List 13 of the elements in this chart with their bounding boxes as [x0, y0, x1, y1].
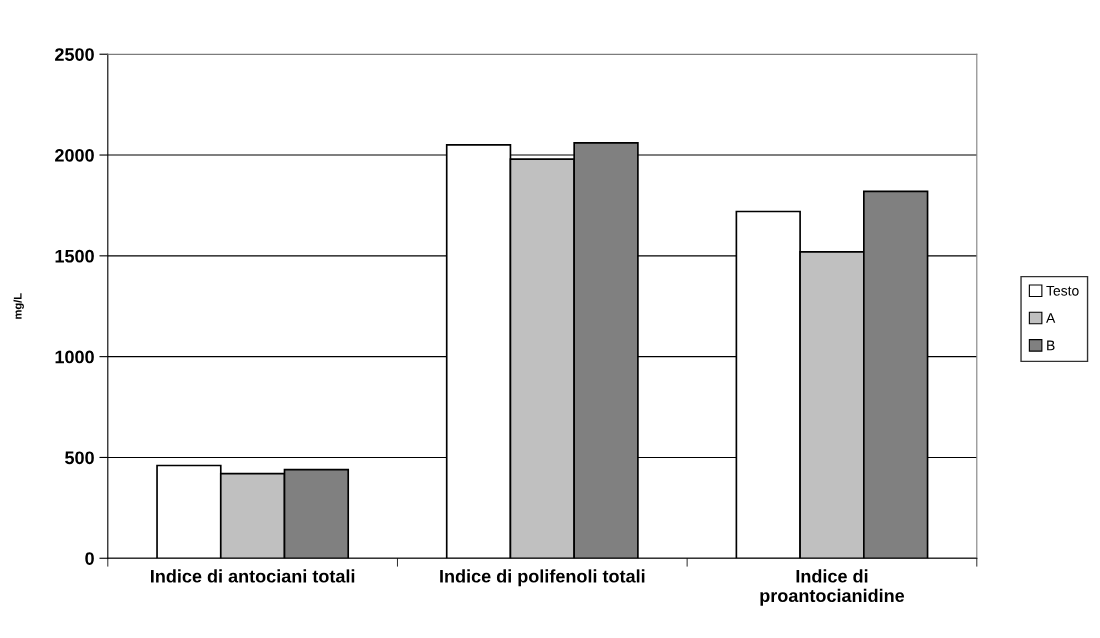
x-tick-label: Indice di proantocianidine	[760, 569, 905, 606]
legend-label: B	[1047, 340, 1055, 351]
y-tick-label: 500	[65, 451, 94, 465]
y-tick-label: 1000	[55, 350, 94, 364]
y-axis-title: mg/L	[13, 293, 24, 319]
legend-label: Testo	[1046, 285, 1079, 296]
y-tick-label: 2000	[55, 148, 94, 162]
legend-label: A	[1046, 313, 1056, 323]
x-tick-label: Indice di polifenoli totali	[440, 569, 645, 587]
y-tick-label: 1500	[55, 249, 94, 263]
x-tick-label: Indice di antociani totali	[151, 569, 355, 583]
y-tick-label: 2500	[55, 48, 94, 61]
y-tick-label: 0	[85, 552, 94, 565]
